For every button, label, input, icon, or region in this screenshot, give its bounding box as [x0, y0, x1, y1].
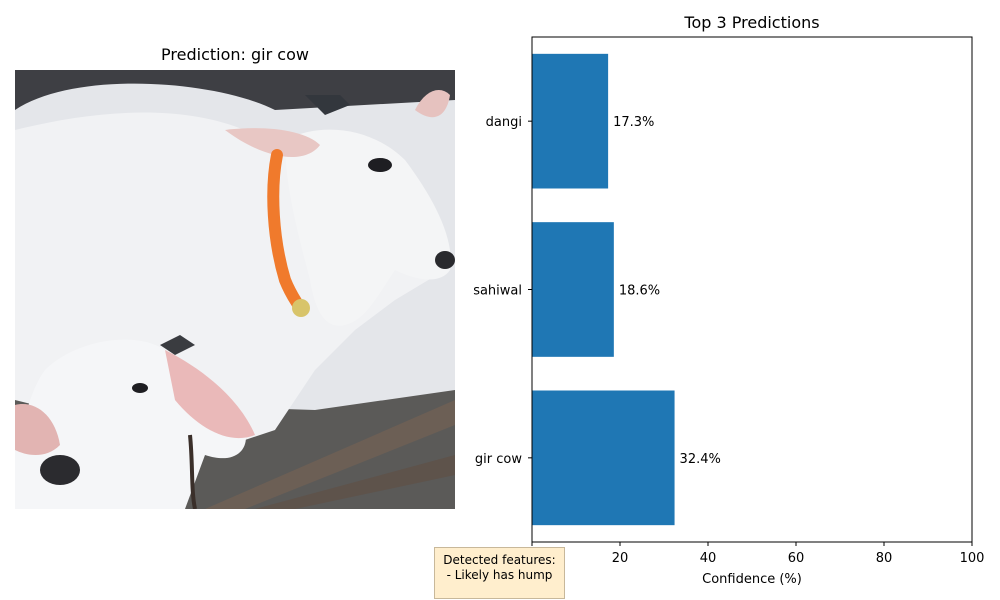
bar-value-label: 18.6% [619, 284, 660, 299]
y-tick-label: sahiwal [473, 284, 522, 299]
plot-frame [531, 36, 973, 543]
bar-gir-cow [532, 390, 675, 526]
x-tick-label: 20 [612, 551, 629, 566]
bars-group [532, 53, 675, 526]
x-axis-ticks: 020406080100 [528, 542, 985, 566]
y-tick-label: dangi [486, 115, 522, 130]
x-axis-label: Confidence (%) [702, 572, 802, 587]
chart-title: Top 3 Predictions [684, 13, 820, 32]
features-heading: Detected features: [443, 553, 556, 567]
bar-value-label: 17.3% [613, 115, 654, 130]
x-tick-label: 80 [876, 551, 893, 566]
y-axis-ticks: gir cow sahiwal dangi [473, 115, 532, 467]
value-labels-group: 32.4% 18.6% 17.3% [613, 115, 721, 467]
x-tick-label: 60 [788, 551, 805, 566]
detected-features-box: Detected features: - Likely has hump [434, 547, 565, 599]
x-tick-label: 100 [960, 551, 985, 566]
feature-item: - Likely has hump [446, 568, 553, 582]
cow-photo [15, 70, 455, 509]
bar-sahiwal [532, 222, 614, 357]
prediction-title: Prediction: gir cow [161, 45, 309, 64]
bar-dangi [532, 53, 609, 189]
x-tick-label: 40 [700, 551, 717, 566]
y-tick-label: gir cow [475, 452, 522, 467]
bar-value-label: 32.4% [680, 452, 721, 467]
